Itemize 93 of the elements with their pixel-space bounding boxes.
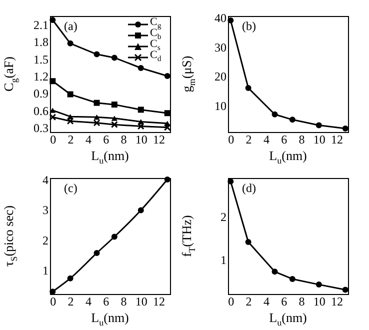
y-tick-label: 0.9 bbox=[34, 86, 48, 101]
x-tick-label: 4 bbox=[85, 132, 92, 146]
point bbox=[316, 282, 322, 288]
x-tick-label: 2 bbox=[68, 294, 74, 308]
point bbox=[289, 276, 296, 282]
x-tick-label: 2 bbox=[246, 294, 252, 308]
x-tick-label: 0 bbox=[50, 132, 56, 146]
y-tick-label: 4 bbox=[42, 173, 48, 188]
line-series bbox=[228, 17, 348, 132]
point bbox=[50, 108, 56, 113]
x-tick-label: 10 bbox=[135, 132, 148, 146]
y-tick-label: 2 bbox=[220, 210, 226, 224]
point bbox=[245, 84, 252, 91]
y-tick-label: 20 bbox=[214, 70, 226, 84]
x-tick-label: 10 bbox=[313, 132, 326, 146]
point bbox=[164, 110, 170, 116]
x-tick-label: 4 bbox=[263, 294, 270, 308]
x-tick-label: 6 bbox=[281, 294, 288, 308]
x-tick-label: 0 bbox=[228, 294, 234, 308]
x-tick-label: 12 bbox=[331, 132, 344, 146]
annotation: (d) bbox=[242, 181, 256, 195]
point bbox=[94, 51, 100, 58]
x-tick-label: 6 bbox=[103, 132, 110, 146]
point bbox=[138, 207, 144, 214]
x-tick-label: 4 bbox=[85, 294, 92, 308]
y-tick-label: 1.2 bbox=[34, 70, 48, 84]
x-tick-label: 8 bbox=[120, 132, 127, 146]
point bbox=[289, 116, 296, 123]
point bbox=[342, 125, 348, 132]
point bbox=[111, 54, 118, 61]
x-tick-label: 12 bbox=[153, 132, 166, 146]
x-tick-label: 2 bbox=[68, 132, 74, 146]
x-tick-label: 8 bbox=[298, 132, 305, 146]
point bbox=[316, 122, 322, 128]
point bbox=[164, 73, 170, 79]
x-tick-label: 4 bbox=[263, 132, 270, 146]
point bbox=[94, 250, 100, 256]
y-tick-label: 2.1 bbox=[34, 18, 48, 32]
legend-label: C$_{d}$ bbox=[150, 49, 162, 65]
x-tick-label: 10 bbox=[313, 294, 326, 308]
point bbox=[245, 239, 252, 246]
point bbox=[50, 17, 56, 23]
point bbox=[66, 118, 74, 125]
point bbox=[111, 116, 118, 121]
x-tick-label: 8 bbox=[298, 294, 305, 308]
point bbox=[94, 100, 100, 106]
annotation: (b) bbox=[242, 19, 256, 33]
point bbox=[138, 106, 144, 113]
y-tick-label: 40 bbox=[214, 10, 226, 25]
x-axis-title: L$_{u}$(nm) bbox=[91, 148, 129, 166]
y-tick-label: 1.5 bbox=[34, 52, 48, 66]
y-tick-label: 1.8 bbox=[34, 35, 48, 50]
x-tick-label: 6 bbox=[281, 132, 288, 146]
x-tick-label: 10 bbox=[135, 294, 148, 308]
x-tick-label: 8 bbox=[120, 294, 127, 308]
point bbox=[138, 65, 144, 71]
annotation: (a) bbox=[64, 19, 78, 33]
x-axis-title: L$_{u}$(nm) bbox=[269, 310, 307, 328]
point bbox=[49, 114, 56, 121]
x-axis-title: L$_{u}$(nm) bbox=[269, 148, 307, 166]
x-tick-label: 0 bbox=[50, 294, 56, 308]
y-tick-label: 0.6 bbox=[34, 104, 48, 118]
annotation: (c) bbox=[64, 181, 78, 195]
y-tick-label: 10 bbox=[214, 99, 226, 114]
x-tick-label: 6 bbox=[103, 294, 110, 308]
point bbox=[93, 119, 100, 126]
point bbox=[164, 176, 170, 182]
point bbox=[94, 114, 100, 120]
x-tick-label: 0 bbox=[228, 132, 234, 146]
line-series bbox=[50, 176, 170, 295]
line-series bbox=[228, 178, 348, 293]
point bbox=[342, 286, 348, 293]
point bbox=[272, 111, 278, 118]
point bbox=[228, 17, 234, 24]
x-axis-title: L$_{u}$(nm) bbox=[91, 310, 129, 328]
x-tick-label: 12 bbox=[331, 294, 344, 308]
point bbox=[50, 78, 56, 84]
y-tick-label: 0.3 bbox=[34, 120, 48, 135]
point bbox=[67, 40, 74, 46]
point bbox=[67, 91, 74, 98]
point bbox=[272, 268, 278, 275]
point bbox=[111, 234, 118, 240]
point bbox=[67, 275, 74, 282]
y-tick-label: 30 bbox=[214, 40, 226, 54]
y-tick-label: 2 bbox=[42, 233, 48, 248]
x-tick-label: 12 bbox=[153, 294, 166, 308]
y-tick-label: 1 bbox=[42, 263, 48, 278]
y-tick-label: 3 bbox=[42, 203, 48, 218]
y-tick-label: 1 bbox=[220, 253, 226, 268]
point bbox=[111, 102, 118, 108]
point bbox=[137, 122, 144, 130]
x-tick-label: 2 bbox=[246, 132, 252, 146]
point bbox=[110, 121, 118, 128]
